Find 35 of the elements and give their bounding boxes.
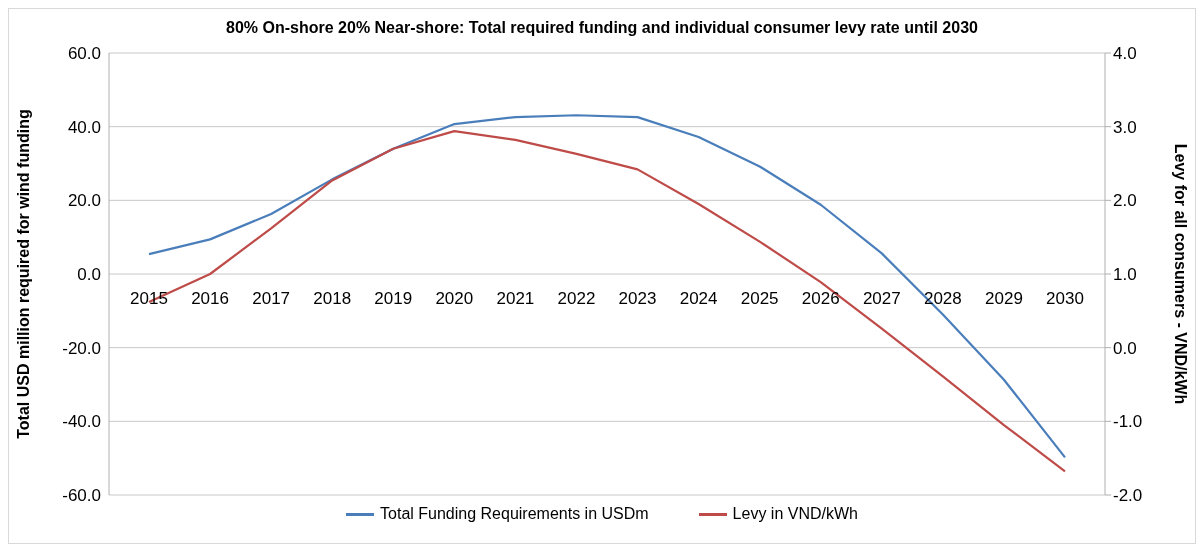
y2-tick-label: -2.0 — [1113, 486, 1143, 506]
legend-label: Levy in VND/kWh — [731, 505, 858, 523]
x-tick-label: 2016 — [191, 289, 229, 308]
x-tick-label: 2028 — [923, 289, 962, 308]
x-tick-label: 2023 — [618, 289, 657, 308]
y2-tick-label: 4.0 — [1113, 44, 1137, 64]
x-tick-label: 2020 — [435, 289, 474, 308]
y2-axis-title: Levy for all consumers - VND/kWh — [1171, 143, 1190, 405]
y-tick-label: 40.0 — [67, 117, 101, 137]
x-tick-label: 2025 — [740, 289, 779, 308]
x-tick-label: 2029 — [985, 289, 1023, 308]
x-tick-label: 2017 — [252, 289, 291, 308]
y2-tick-label: -1.0 — [1113, 412, 1143, 432]
x-tick-label: 2027 — [862, 289, 901, 308]
y-axis-title: Total USD million required for wind funding — [15, 109, 33, 439]
y2-tick-label: 3.0 — [1113, 117, 1137, 137]
y-tick-label: 20.0 — [67, 191, 101, 211]
x-tick-label: 2024 — [679, 289, 718, 308]
chart-title: 80% On-shore 20% Near-shore: Total required funding and individual consumer levy rate until 2030 — [225, 18, 979, 38]
y-tick-label: -40.0 — [62, 412, 101, 432]
x-tick-label: 2018 — [313, 289, 352, 308]
x-tick-label: 2021 — [496, 289, 535, 308]
y-tick-label: 60.0 — [67, 44, 101, 64]
y-tick-label: 0.0 — [77, 265, 101, 285]
y-tick-label: -20.0 — [62, 338, 101, 358]
x-tick-label: 2030 — [1046, 289, 1084, 308]
y-tick-label: -60.0 — [62, 486, 101, 506]
x-tick-label: 2026 — [801, 289, 840, 308]
y2-tick-label: 1.0 — [1113, 265, 1137, 285]
x-tick-label: 2022 — [557, 289, 596, 308]
x-tick-label: 2015 — [130, 289, 168, 308]
x-tick-label: 2019 — [374, 289, 413, 308]
legend-label: Total Funding Requirements in USDm — [379, 505, 649, 523]
y2-tick-label: 2.0 — [1113, 191, 1137, 211]
y2-tick-label: 0.0 — [1113, 338, 1137, 358]
